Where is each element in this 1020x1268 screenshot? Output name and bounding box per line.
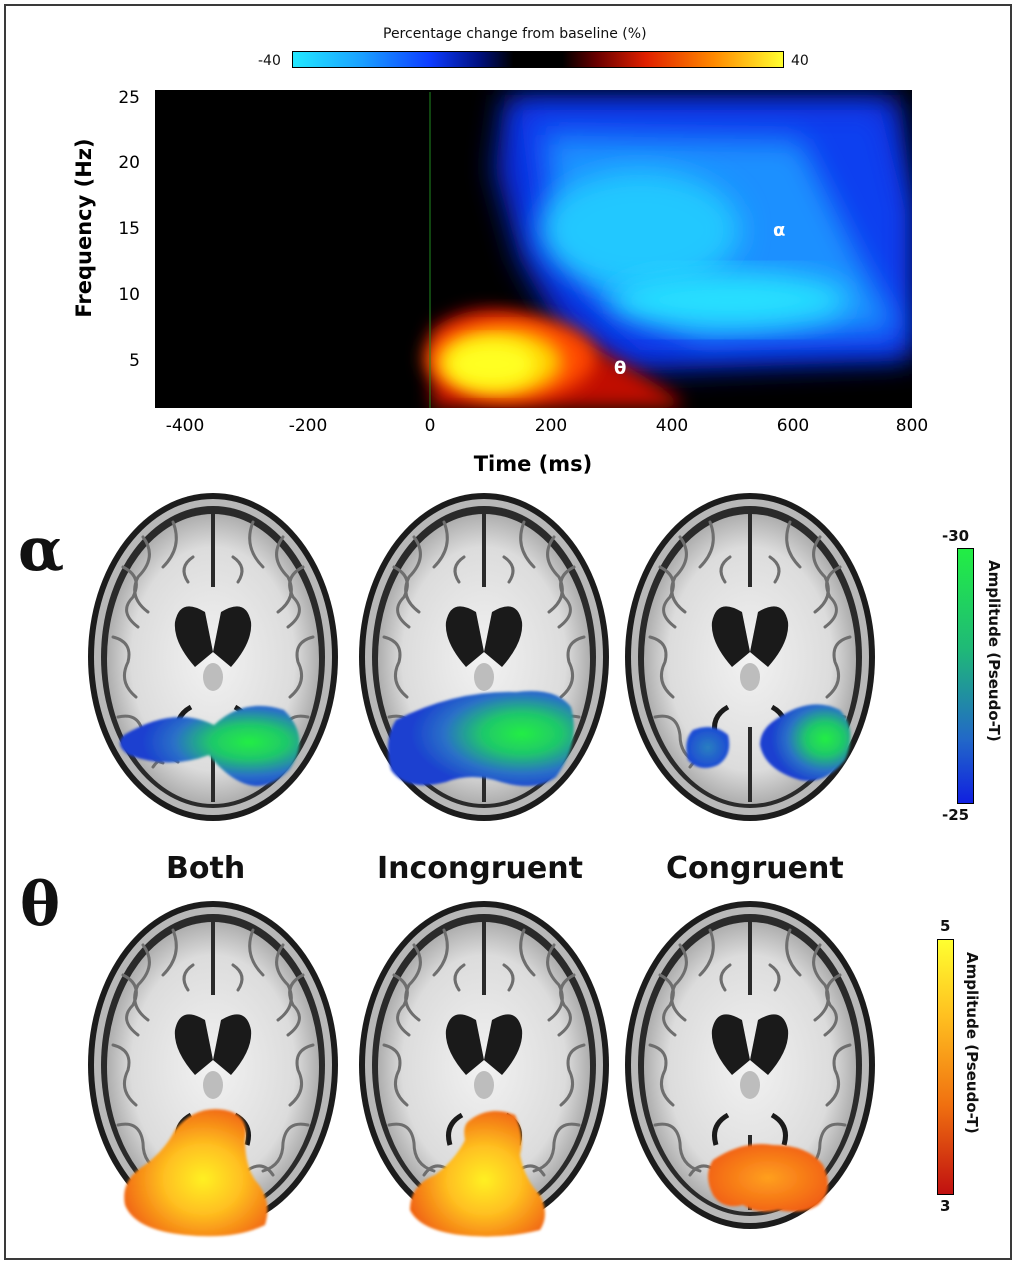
y-tick-label: 5 <box>129 351 140 371</box>
alpha-colorbar-top-label: -30 <box>942 527 970 545</box>
x-tick-label: 0 <box>425 416 436 436</box>
condition-label-both: Both <box>166 851 246 886</box>
x-tick-labels: -400 -200 0 200 400 600 800 <box>166 416 929 436</box>
y-tick-label: 20 <box>118 153 140 173</box>
colorbar-min-label: -40 <box>258 53 281 69</box>
condition-label-congruent: Congruent <box>666 851 844 886</box>
theta-brain-congruent <box>625 901 875 1229</box>
alpha-brain-congruent <box>625 493 875 821</box>
theta-colorbar-top-label: 5 <box>940 917 951 935</box>
theta-region <box>425 310 680 408</box>
x-tick-label: -200 <box>289 416 328 436</box>
tfr-chart: α θ -400 -200 0 200 400 600 800 25 20 15… <box>72 88 929 476</box>
y-tick-label: 25 <box>118 88 140 108</box>
alpha-brain-both <box>88 493 338 821</box>
theta-band-label: θ <box>20 870 61 940</box>
x-tick-label: 600 <box>777 416 809 436</box>
x-tick-label: -400 <box>166 416 205 436</box>
alpha-colorbar-title: Amplitude (Pseudo-T) <box>985 560 1003 742</box>
condition-label-incongruent: Incongruent <box>377 851 583 886</box>
x-tick-label: 400 <box>656 416 688 436</box>
alpha-colorbar-bottom-label: -25 <box>942 806 970 824</box>
alpha-annotation: α <box>773 220 785 241</box>
x-tick-label: 200 <box>535 416 567 436</box>
alpha-band-label: α <box>18 515 65 585</box>
alpha-brain-incongruent <box>359 493 609 821</box>
theta-brain-both <box>88 901 338 1237</box>
tfr-colorbar <box>292 51 784 68</box>
brain-panels <box>0 480 1020 1237</box>
alpha-colorbar <box>957 548 974 804</box>
theta-colorbar <box>937 939 954 1195</box>
theta-colorbar-bottom-label: 3 <box>940 1197 951 1215</box>
theta-brain-incongruent <box>359 901 609 1237</box>
figure-frame <box>4 4 1012 1260</box>
theta-colorbar-title: Amplitude (Pseudo-T) <box>963 952 981 1134</box>
alpha-region <box>495 95 912 372</box>
theta-annotation: θ <box>614 358 626 379</box>
y-tick-labels: 25 20 15 10 5 <box>118 88 140 371</box>
colorbar-max-label: 40 <box>791 53 809 69</box>
colorbar-title: Percentage change from baseline (%) <box>383 26 647 42</box>
x-tick-label: 800 <box>896 416 928 436</box>
y-tick-label: 10 <box>118 285 140 305</box>
y-axis-title: Frequency (Hz) <box>72 138 96 317</box>
y-tick-label: 15 <box>118 219 140 239</box>
x-axis-title: Time (ms) <box>474 452 593 476</box>
